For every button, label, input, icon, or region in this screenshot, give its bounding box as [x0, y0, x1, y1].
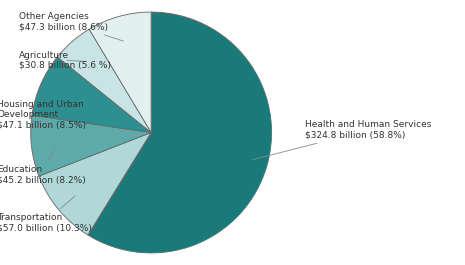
Wedge shape — [32, 57, 151, 132]
Text: Other Agencies
$47.3 billion (8.6%): Other Agencies $47.3 billion (8.6%) — [19, 12, 123, 41]
Wedge shape — [31, 115, 151, 176]
Text: Education
$45.2 billion (8.2%): Education $45.2 billion (8.2%) — [0, 145, 86, 184]
Text: Health and Human Services
$324.8 billion (58.8%): Health and Human Services $324.8 billion… — [252, 120, 432, 160]
Wedge shape — [89, 12, 151, 132]
Text: Housing and Urban
Development
$47.1 billion (8.5%): Housing and Urban Development $47.1 bill… — [0, 95, 86, 129]
Text: Transportation
$57.0 billion (10.3%): Transportation $57.0 billion (10.3%) — [0, 196, 92, 233]
Wedge shape — [39, 132, 151, 235]
Wedge shape — [57, 29, 151, 132]
Text: Agriculture
$30.8 billion (5.6 %): Agriculture $30.8 billion (5.6 %) — [19, 51, 111, 70]
Wedge shape — [88, 12, 272, 253]
